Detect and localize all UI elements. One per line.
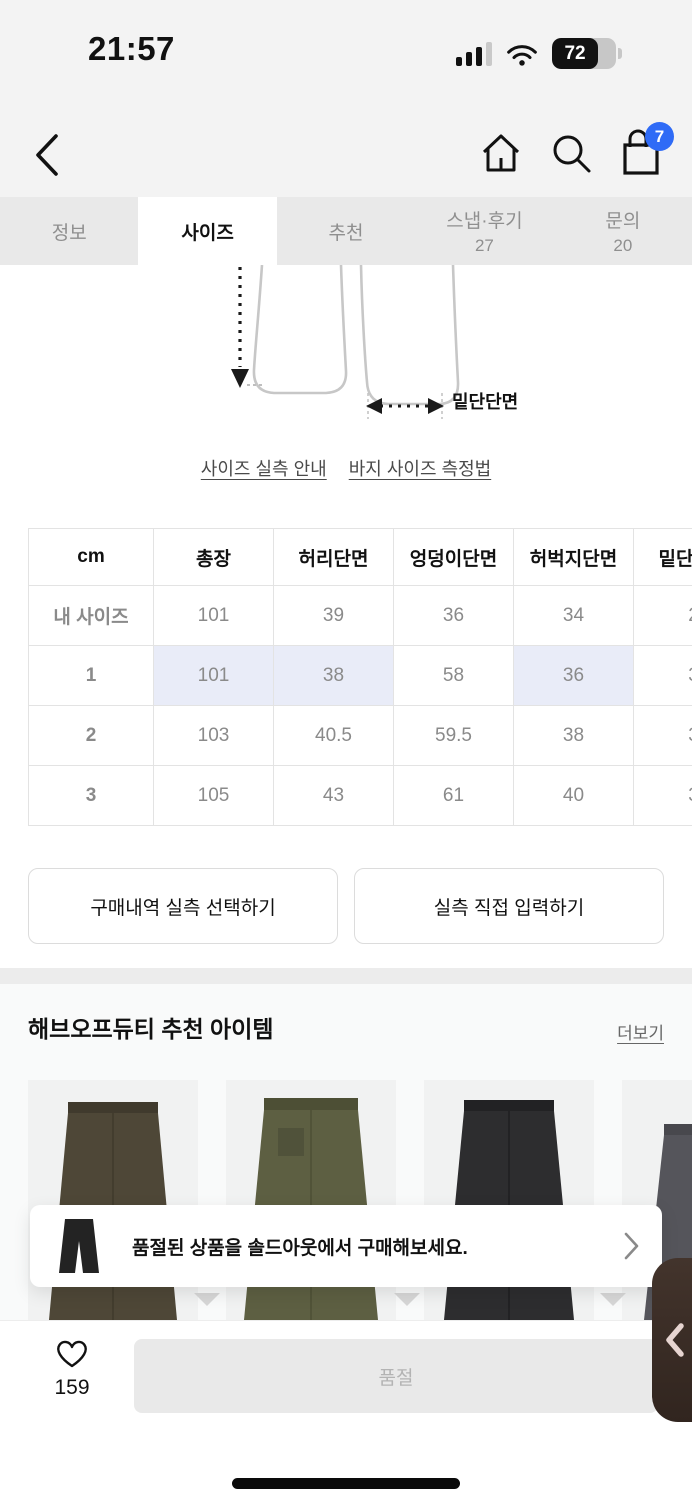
chevron-left-icon bbox=[666, 1323, 684, 1357]
soldout-button[interactable]: 품절 bbox=[134, 1339, 658, 1413]
bottom-action-bar: 159 품절 bbox=[0, 1320, 692, 1500]
cart-badge: 7 bbox=[645, 122, 674, 151]
table-row-size-1: 1 101 38 58 36 3 bbox=[28, 645, 692, 706]
measure-guide-link[interactable]: 사이즈 실측 안내 bbox=[200, 459, 327, 479]
home-button[interactable] bbox=[478, 128, 524, 178]
like-button[interactable]: 159 bbox=[44, 1337, 100, 1400]
col-hip: 엉덩이단면 bbox=[393, 528, 514, 586]
size-table-header-row: cm 총장 허리단면 엉덩이단면 허벅지단면 밑단단면 bbox=[28, 528, 692, 586]
recommend-more-link[interactable]: 더보기 bbox=[617, 1024, 664, 1043]
like-count: 159 bbox=[54, 1376, 90, 1399]
home-indicator bbox=[232, 1478, 460, 1489]
pants-measure-diagram bbox=[0, 264, 692, 437]
size-guide-links: 사이즈 실측 안내 바지 사이즈 측정법 bbox=[0, 455, 692, 481]
caret-down-icon[interactable] bbox=[394, 1293, 420, 1306]
nav-bar: 7 bbox=[0, 110, 692, 197]
battery-icon: 72 bbox=[552, 38, 622, 69]
col-unit: cm bbox=[28, 528, 154, 586]
clock: 21:57 bbox=[88, 30, 175, 67]
black-pants-thumb-icon bbox=[59, 1219, 99, 1273]
tab-info[interactable]: 정보 bbox=[51, 222, 87, 244]
pants-outline-drawing bbox=[231, 264, 460, 419]
section-divider bbox=[0, 968, 692, 984]
tab-bar: 정보 사이즈 추천 스냅·후기 27 문의 20 bbox=[0, 197, 692, 265]
toast-product-thumbnail bbox=[48, 1211, 110, 1281]
col-hem: 밑단단면 bbox=[633, 528, 692, 586]
back-button[interactable] bbox=[34, 132, 78, 178]
recommend-title: 해브오프듀티 추천 아이템 bbox=[28, 1016, 274, 1042]
tab-recommend[interactable]: 추천 bbox=[328, 222, 364, 244]
pants-howto-link[interactable]: 바지 사이즈 측정법 bbox=[348, 459, 492, 479]
col-total-length: 총장 bbox=[153, 528, 274, 586]
search-button[interactable] bbox=[548, 128, 594, 178]
cart-button[interactable]: 7 bbox=[618, 122, 674, 178]
side-drawer-handle[interactable] bbox=[652, 1258, 692, 1422]
table-row-size-3: 3 105 43 61 40 3 bbox=[28, 765, 692, 826]
select-measure-from-orders-button[interactable]: 구매내역 실측 선택하기 bbox=[28, 868, 338, 944]
col-thigh: 허벅지단면 bbox=[513, 528, 634, 586]
caret-down-icon[interactable] bbox=[194, 1293, 220, 1306]
chevron-left-icon bbox=[36, 134, 58, 176]
size-table: cm 총장 허리단면 엉덩이단면 허벅지단면 밑단단면 내 사이즈 101 39… bbox=[28, 528, 692, 826]
col-waist: 허리단면 bbox=[273, 528, 394, 586]
caret-down-icon[interactable] bbox=[600, 1293, 626, 1306]
search-icon bbox=[553, 135, 591, 173]
table-row-my-size: 내 사이즈 101 39 36 34 2 bbox=[28, 585, 692, 646]
soldout-toast-banner[interactable]: 품절된 상품을 솔드아웃에서 구매해보세요. bbox=[30, 1205, 662, 1287]
wifi-icon bbox=[507, 44, 537, 66]
tab-size[interactable]: 사이즈 bbox=[138, 197, 277, 265]
input-measure-directly-button[interactable]: 실측 직접 입력하기 bbox=[354, 868, 664, 944]
home-icon bbox=[482, 134, 520, 172]
tab-snap-review[interactable]: 스냅·후기 27 bbox=[446, 211, 523, 255]
status-bar: 21:57 72 bbox=[0, 0, 692, 110]
tab-inquiry[interactable]: 문의 20 bbox=[605, 211, 641, 255]
toast-message: 품절된 상품을 솔드아웃에서 구매해보세요. bbox=[132, 1237, 468, 1259]
table-row-size-2: 2 103 40.5 59.5 38 3 bbox=[28, 705, 692, 766]
battery-percent: 72 bbox=[552, 38, 599, 69]
heart-icon bbox=[57, 1340, 87, 1368]
signal-strength-icon bbox=[456, 41, 492, 66]
hem-width-label: 밑단단면 bbox=[452, 392, 519, 412]
chevron-right-icon bbox=[624, 1232, 639, 1260]
